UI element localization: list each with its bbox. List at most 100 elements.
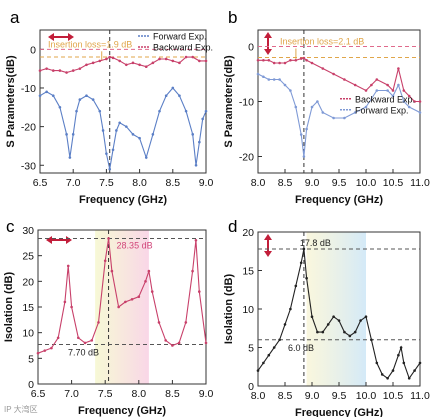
y-tick-label: 5: [248, 343, 254, 355]
data-point: [256, 369, 260, 372]
data-point: [397, 67, 400, 70]
y-tick-label: 30: [22, 225, 34, 237]
data-point: [343, 116, 346, 120]
chart-panel-a: 6.5 7.0 7.5 8.0 8.5 9.0 0 -10 -20 -30 Frequency (G…: [5, 29, 213, 206]
data-point: [51, 94, 55, 98]
data-point: [97, 321, 100, 324]
x-axis-label: Frequency (GHz): [78, 405, 166, 417]
data-point: [391, 94, 395, 98]
data-point: [262, 75, 265, 79]
data-point: [283, 83, 287, 87]
y-tick-label: -10: [21, 83, 36, 95]
x-tick-label: 9.5: [332, 390, 347, 402]
data-point: [332, 116, 335, 120]
y-tick-label: 10: [242, 304, 254, 316]
y-tick-label: 20: [242, 227, 254, 239]
y-axis-label: Isolation (dB): [3, 272, 15, 343]
data-point: [364, 315, 368, 319]
data-point: [45, 67, 48, 70]
data-point: [138, 136, 141, 140]
data-point: [283, 323, 287, 326]
data-point: [198, 140, 201, 144]
data-point: [191, 269, 194, 273]
data-point: [91, 98, 95, 101]
data-point: [184, 321, 188, 324]
data-point: [375, 78, 379, 81]
data-point: [305, 58, 308, 62]
data-point: [58, 105, 62, 109]
x-tick-label: 11.0: [410, 390, 430, 402]
data-point: [386, 83, 389, 87]
panel-label-b: b: [228, 8, 237, 27]
data-point: [343, 78, 346, 81]
x-tick-label: 8.0: [251, 390, 266, 402]
data-point: [71, 133, 75, 136]
x-axis-label: Frequency (GHz): [295, 194, 383, 206]
data-point: [111, 56, 115, 60]
x-tick-label: 7.0: [64, 388, 79, 400]
data-point: [150, 290, 154, 293]
y-tick-label: 20: [22, 276, 34, 288]
data-point: [171, 86, 175, 90]
data-point: [407, 94, 411, 98]
y-axis-label: Isolation (dB): [223, 274, 235, 345]
chart-panel-c: 6.5 7.0 7.5 8.0 8.5 9.0 0 5 10 15 20 25 30 Frequency …: [3, 225, 213, 417]
data-point: [294, 284, 298, 288]
direction-arrow-head-left: [48, 33, 54, 41]
data-point: [380, 373, 384, 376]
x-tick-label: 8.5: [278, 177, 293, 189]
data-point: [391, 89, 395, 92]
y-tick-label: -30: [21, 160, 36, 172]
data-point: [364, 105, 368, 109]
data-point: [418, 111, 422, 114]
data-point: [399, 346, 403, 349]
x-tick-label: 8.5: [165, 388, 180, 400]
y-tick-label: -10: [239, 97, 254, 109]
data-point: [316, 330, 319, 334]
data-point: [418, 100, 422, 103]
baseline-isolation-label: 6.0 dB: [288, 343, 314, 353]
data-point: [343, 330, 346, 334]
x-tick-label: 8.0: [131, 388, 146, 400]
legend-label: Forward Exp.: [355, 105, 409, 115]
legend-label: Backward Exp.: [355, 94, 415, 104]
data-point: [125, 125, 128, 128]
data-point: [65, 133, 68, 136]
x-axis-label: Frequency (GHz): [295, 407, 383, 417]
data-point: [101, 129, 105, 132]
data-point: [402, 100, 406, 103]
peak-isolation-label: 17.8 dB: [300, 238, 331, 248]
data-point: [50, 346, 53, 350]
data-point: [407, 377, 411, 380]
data-point: [83, 341, 87, 345]
data-point: [397, 83, 400, 87]
data-point: [105, 152, 108, 155]
data-point: [38, 69, 42, 72]
data-point: [118, 121, 121, 125]
data-point: [294, 105, 298, 109]
y-tick-label: 0: [248, 42, 254, 54]
data-point: [194, 163, 198, 167]
x-tick-label: 9.5: [332, 177, 347, 189]
data-point: [164, 339, 167, 342]
data-point: [78, 67, 82, 70]
x-tick-label: 9.0: [199, 388, 214, 400]
peak-isolation-label: 28.35 dB: [117, 240, 153, 250]
data-point: [402, 361, 406, 365]
data-point: [137, 295, 141, 299]
data-point: [272, 78, 276, 81]
x-tick-label: 6.5: [33, 177, 48, 189]
data-point: [359, 319, 362, 322]
data-point: [262, 58, 265, 62]
panel-label-a: a: [10, 8, 20, 27]
data-point: [272, 346, 276, 349]
plot-frame: [39, 29, 207, 174]
x-tick-label: 8.0: [132, 177, 147, 189]
data-point: [348, 334, 352, 338]
data-point: [191, 55, 195, 59]
data-point: [184, 55, 188, 59]
data-point: [201, 117, 204, 121]
data-point: [370, 338, 373, 342]
data-point: [85, 94, 88, 98]
